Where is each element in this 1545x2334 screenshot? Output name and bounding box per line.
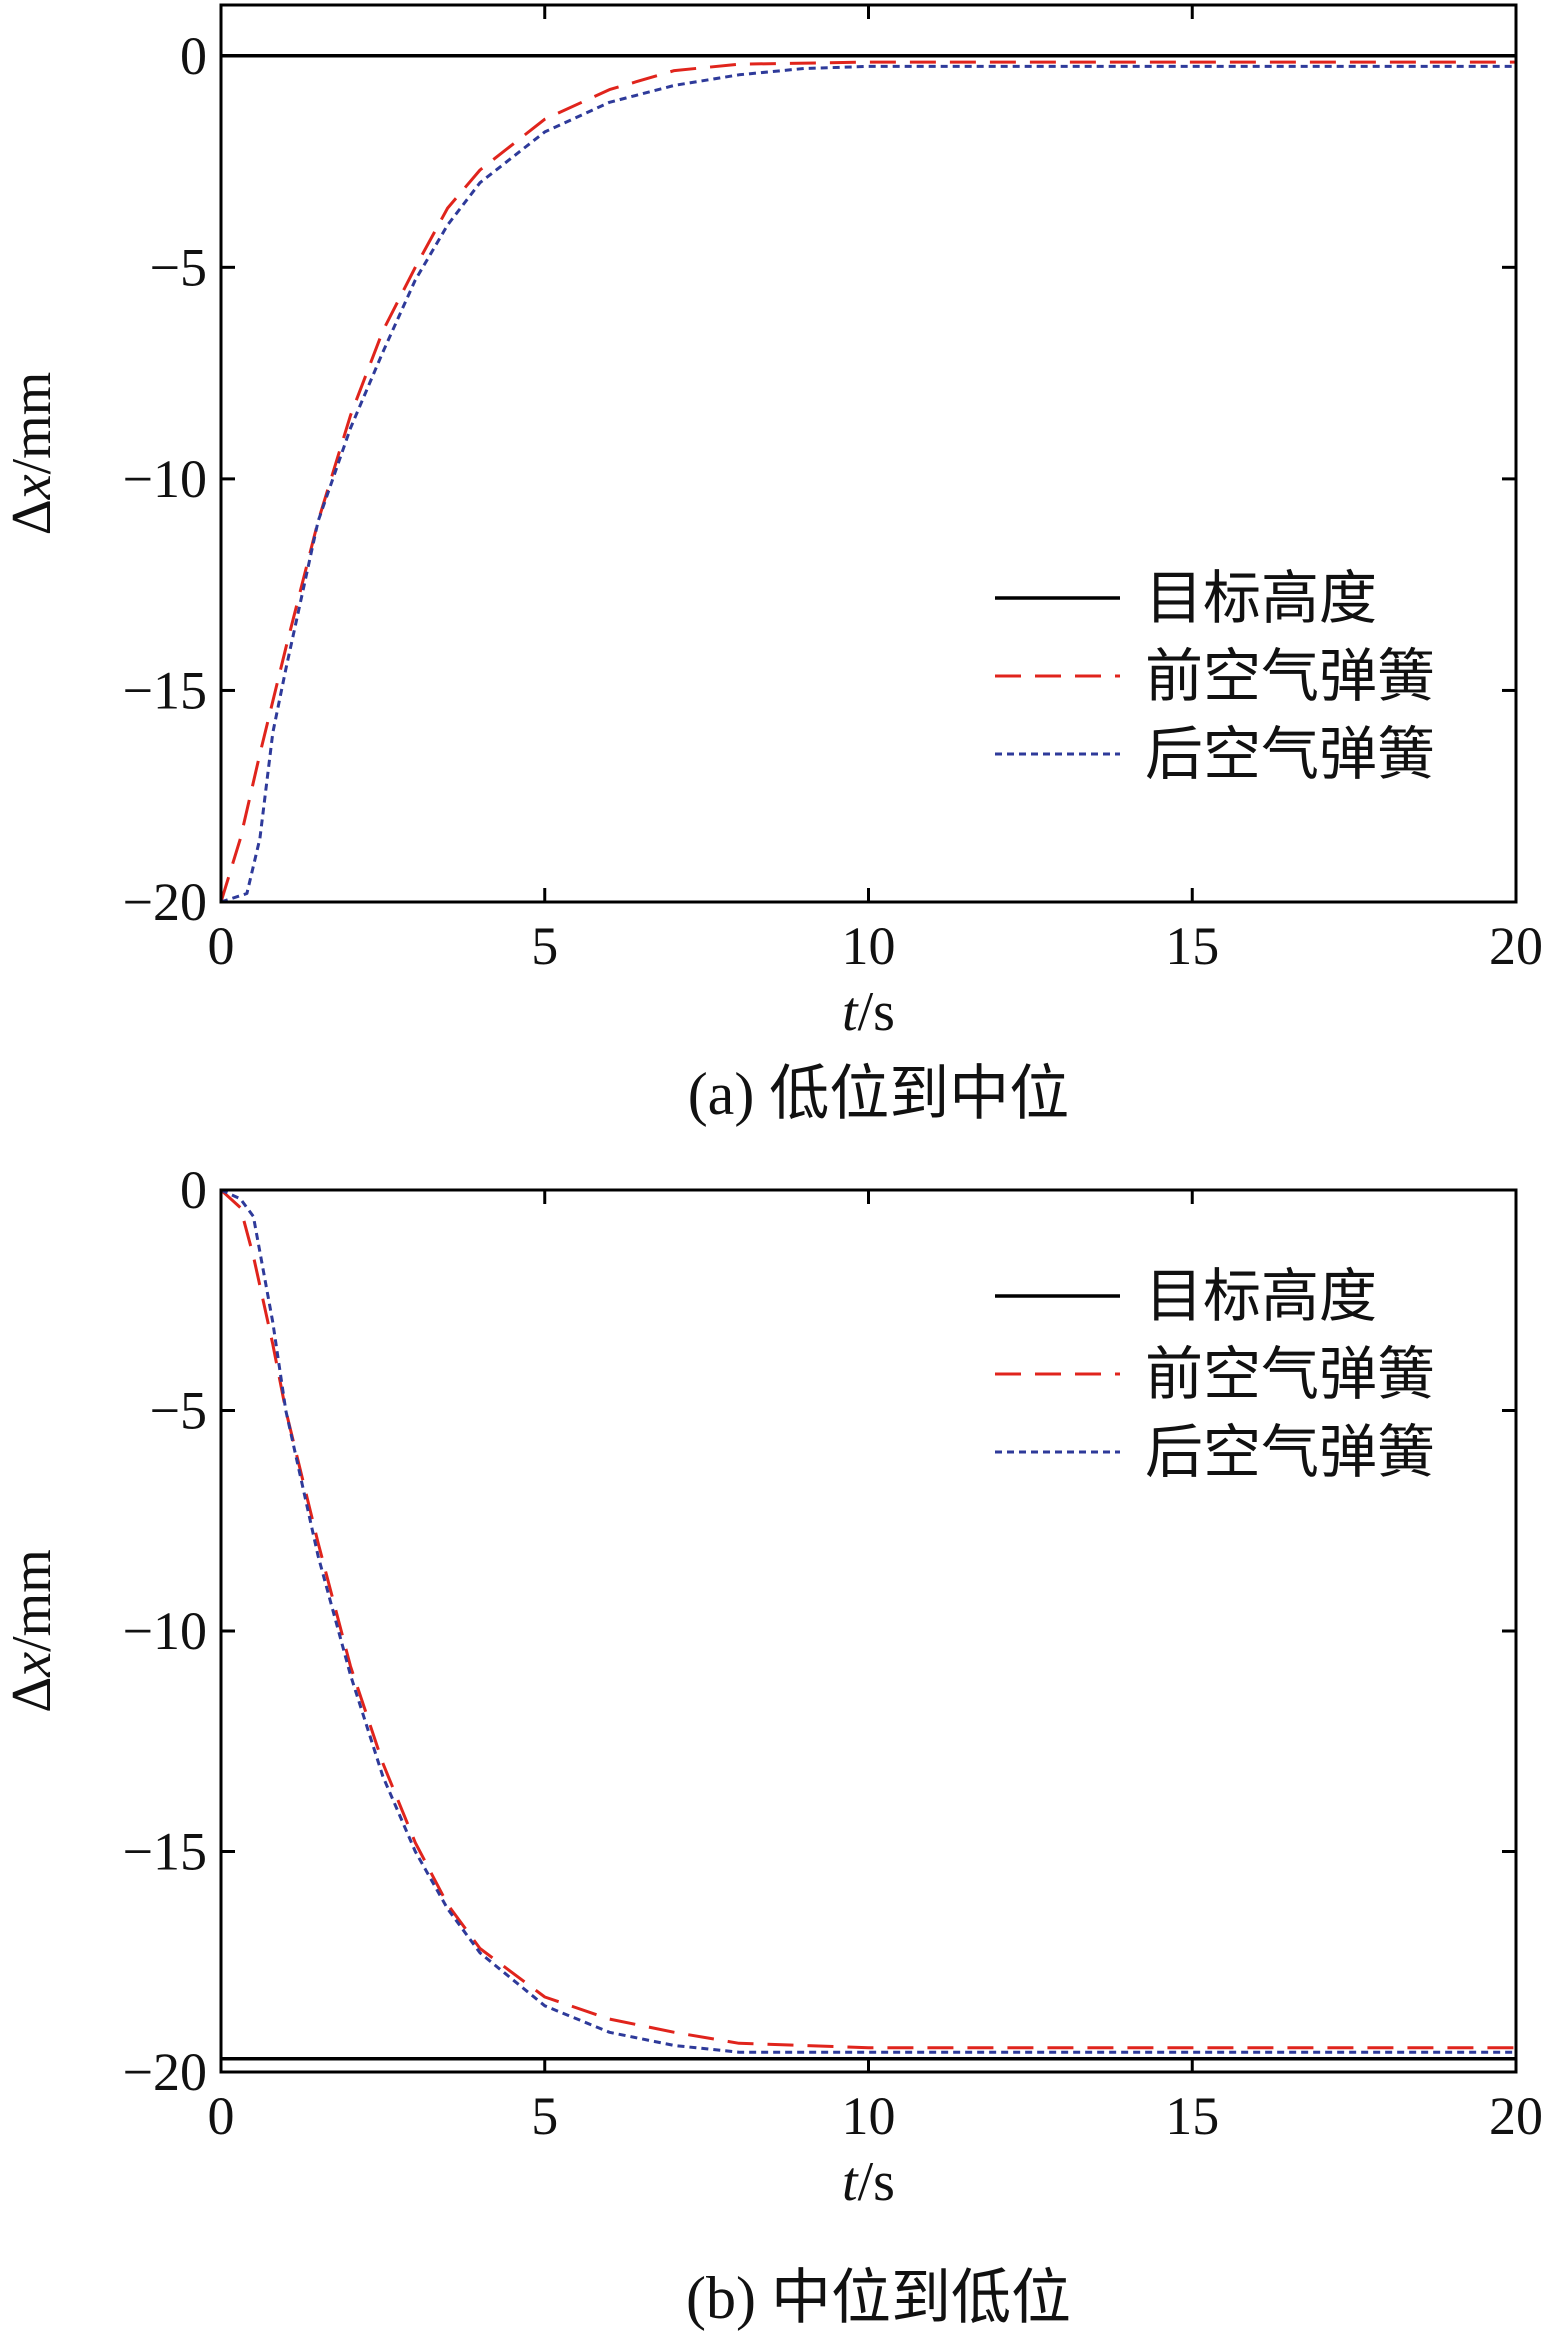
x-tick-label: 5: [531, 916, 558, 976]
x-axis-label: t/s: [842, 2151, 895, 2213]
legend-label-3: 后空气弹簧: [1145, 1420, 1435, 1485]
y-axis-label-prefix: Δ: [1, 1677, 63, 1713]
x-axis-label: t/s: [842, 981, 895, 1043]
y-axis-label-prefix: Δ: [1, 499, 63, 535]
y-tick-label: −20: [123, 872, 207, 932]
legend-label-2: 前空气弹簧: [1145, 1342, 1435, 1407]
x-tick-label: 20: [1489, 2086, 1543, 2146]
ticks: 0 5 10 15 20 0 −5 −10 −15 −20: [123, 1160, 1543, 2146]
y-tick-label: −20: [123, 2042, 207, 2102]
y-tick-label: 0: [180, 26, 207, 86]
x-tick-label: 20: [1489, 916, 1543, 976]
y-tick-label: −10: [123, 449, 207, 509]
series-layer: [221, 54, 1516, 902]
y-axis-label: Δx/mm: [1, 1549, 63, 1713]
y-tick-label: −5: [150, 1381, 207, 1441]
series-line-2: [221, 1190, 1516, 2050]
y-tick-label: −10: [123, 1601, 207, 1661]
x-tick-label: 15: [1165, 2086, 1219, 2146]
x-tick-label: 15: [1165, 916, 1219, 976]
x-axis-label-unit: /s: [858, 981, 895, 1043]
series-line-2: [221, 60, 1516, 902]
series-line-3: [221, 1190, 1516, 2054]
x-tick-label: 5: [531, 2086, 558, 2146]
y-axis-label: Δx/mm: [1, 372, 63, 536]
x-tick-label: 0: [208, 916, 235, 976]
y-axis-label-var: x: [1, 474, 63, 500]
x-axis-label-var: t: [842, 981, 859, 1043]
x-tick-label: 10: [842, 2086, 896, 2146]
panel-caption: (a) 低位到中位: [688, 1061, 1070, 1127]
legend-label-1: 目标高度: [1145, 1264, 1377, 1329]
x-tick-label: 0: [208, 2086, 235, 2146]
y-axis-label-var: x: [1, 1652, 63, 1678]
legend-label-3: 后空气弹簧: [1145, 722, 1435, 787]
y-axis-label-unit: /mm: [1, 372, 63, 475]
y-tick-label: 0: [180, 1160, 207, 1220]
x-axis-label-var: t: [842, 2151, 859, 2213]
legend-label-1: 目标高度: [1145, 566, 1377, 631]
panel-caption: (b) 中位到低位: [686, 2265, 1071, 2331]
x-tick-label: 10: [842, 916, 896, 976]
chart-panel-b: 0 5 10 15 20 0 −5 −10 −15 −20 t/s Δx/mm 目标高度前空气弹簧…: [1, 1160, 1543, 2331]
y-tick-label: −15: [123, 1822, 207, 1882]
legend-label-2: 前空气弹簧: [1145, 644, 1435, 709]
y-tick-label: −15: [123, 660, 207, 720]
ticks: 0 5 10 15 20 0 −5 −10 −15 −20: [123, 5, 1543, 976]
y-tick-label: −5: [150, 237, 207, 297]
chart-panel-a: 0 5 10 15 20 0 −5 −10 −15 −20 t/s Δx/mm 目标高度前空气弹簧…: [1, 3, 1543, 1127]
y-axis-label-unit: /mm: [1, 1549, 63, 1652]
x-axis-label-unit: /s: [858, 2151, 895, 2213]
